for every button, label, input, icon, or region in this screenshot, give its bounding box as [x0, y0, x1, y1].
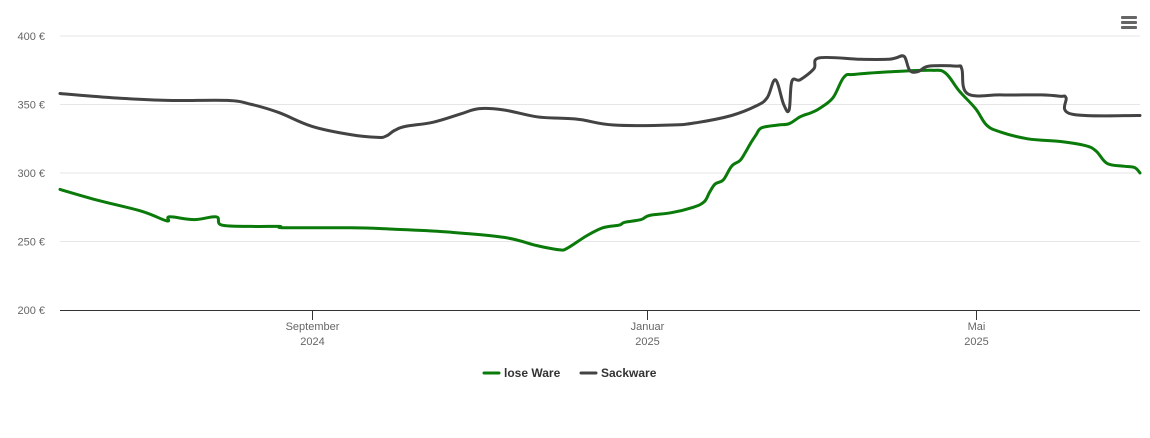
- legend-item-sackware[interactable]: Sackware: [579, 366, 657, 380]
- grid-lines: [60, 35, 1140, 242]
- legend-label: Sackware: [601, 366, 657, 380]
- x-tick-label-year: 2025: [635, 336, 659, 348]
- series-lines: [58, 54, 1142, 252]
- hamburger-menu-icon[interactable]: [1116, 10, 1142, 34]
- legend[interactable]: lose Ware Sackware: [482, 366, 657, 380]
- x-tick-label-month: Mai: [968, 321, 986, 333]
- x-tick-label-month: Januar: [631, 321, 665, 333]
- y-tick-label: 200 €: [17, 305, 45, 317]
- y-tick-label: 300 €: [17, 168, 45, 180]
- x-axis: September 2024 Januar 2025 Mai 2025: [286, 310, 989, 348]
- x-tick-label-year: 2024: [300, 336, 324, 348]
- legend-item-lose-ware[interactable]: lose Ware: [482, 366, 561, 380]
- series-line-sackware: [58, 54, 1142, 139]
- y-axis: 200 € 250 € 300 € 350 € 400 €: [17, 31, 45, 317]
- x-tick-label-year: 2025: [964, 336, 988, 348]
- y-tick-label: 350 €: [17, 100, 45, 112]
- series-line-lose-ware: [58, 68, 1142, 252]
- legend-label: lose Ware: [504, 366, 561, 380]
- y-tick-label: 400 €: [17, 31, 45, 43]
- x-tick-label-month: September: [286, 321, 340, 333]
- y-tick-label: 250 €: [17, 237, 45, 249]
